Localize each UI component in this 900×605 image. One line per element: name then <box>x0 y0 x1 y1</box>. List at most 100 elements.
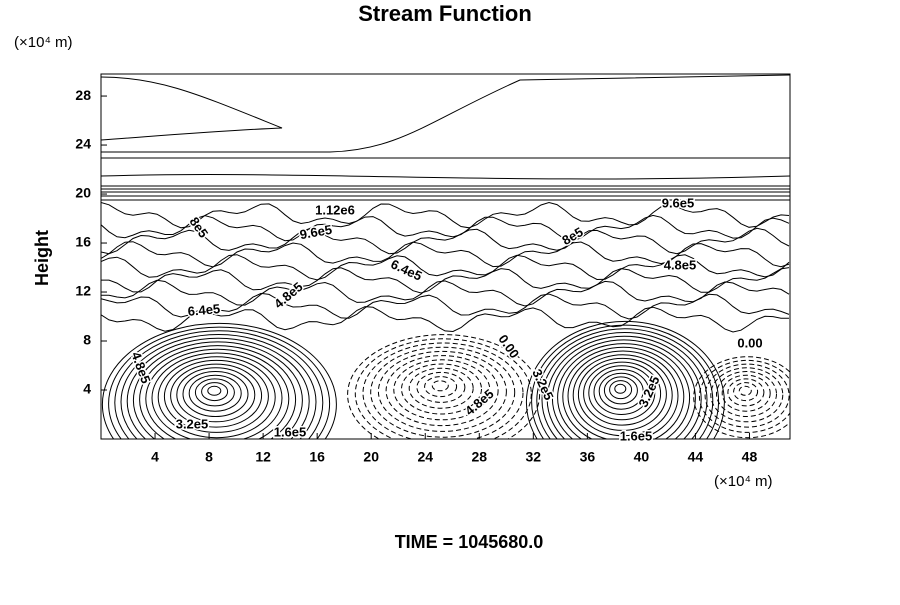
contour-line <box>188 374 242 412</box>
contour-label: 1.12e6 <box>315 202 355 217</box>
contour-line <box>108 326 331 439</box>
contour-line <box>698 359 790 433</box>
contour-line <box>176 367 256 423</box>
contour-line <box>727 378 765 407</box>
contour-line <box>170 363 263 428</box>
contour-line <box>693 356 790 439</box>
contour-line <box>593 369 650 415</box>
contour-line <box>101 227 790 255</box>
contour-line <box>377 350 507 432</box>
contour-label: 1.6e5 <box>274 424 307 439</box>
contour-line <box>145 348 290 439</box>
contour-line <box>557 343 691 439</box>
contour-line <box>101 174 790 180</box>
contour-line <box>347 334 541 439</box>
contour-line <box>525 320 725 439</box>
contour-line <box>120 334 317 439</box>
x-tick-label: 28 <box>471 449 487 465</box>
y-tick-label: 16 <box>75 234 91 250</box>
contour-line <box>101 292 790 320</box>
contour-line <box>101 306 790 333</box>
contour-lines <box>101 74 790 439</box>
contour-line <box>738 385 752 396</box>
chart-title: Stream Function <box>358 1 532 26</box>
contour-line <box>577 357 667 431</box>
x-unit-label: (×10⁴ m) <box>714 473 773 490</box>
x-tick-label: 32 <box>526 449 542 465</box>
contour-line <box>101 214 790 242</box>
x-tick-label: 16 <box>309 449 325 465</box>
contour-line <box>408 367 474 409</box>
contour-line <box>704 363 790 428</box>
contour-line <box>716 371 777 417</box>
contour-line <box>114 330 324 439</box>
contour-line <box>201 382 229 402</box>
contour-line <box>588 365 656 421</box>
x-tick-label: 4 <box>151 449 159 465</box>
x-tick-label: 20 <box>363 449 379 465</box>
contour-line <box>151 352 283 439</box>
contour-line <box>194 378 235 407</box>
contour-line <box>101 322 337 439</box>
contour-line <box>733 382 759 402</box>
y-tick-label: 12 <box>75 283 91 299</box>
contour-line <box>393 359 491 421</box>
contour-line <box>609 380 633 400</box>
contour-label: 9.6e5 <box>298 222 333 242</box>
contour-line <box>126 337 310 439</box>
y-axis-label: Height <box>32 230 52 286</box>
contour-line <box>721 374 771 412</box>
contour-line <box>101 267 790 294</box>
contour-line <box>416 371 466 403</box>
y-tick-label: 24 <box>75 136 91 152</box>
x-tick-label: 12 <box>255 449 271 465</box>
x-tick-label: 36 <box>580 449 596 465</box>
contour-line <box>385 355 499 427</box>
contour-label: 6.4e5 <box>187 301 221 319</box>
y-tick-label: 4 <box>83 381 91 397</box>
contour-line <box>207 385 222 396</box>
contour-line <box>132 341 303 439</box>
footer: TIME = 1045680.0 <box>395 532 544 552</box>
contour-label: 1.6e5 <box>620 428 653 443</box>
contour-line <box>101 279 790 307</box>
plot-frame <box>100 73 791 440</box>
x-tick-label: 40 <box>634 449 650 465</box>
contour-label: 0.00 <box>737 335 762 350</box>
y-tick-label: 8 <box>83 332 91 348</box>
y-tick-label: 20 <box>75 185 91 201</box>
contour-line <box>101 74 790 153</box>
contour-line <box>101 201 790 229</box>
contour-line <box>583 361 662 426</box>
contour-line <box>598 372 644 410</box>
contour-line <box>182 371 249 417</box>
contour-line <box>139 345 297 439</box>
contour-line <box>572 354 673 437</box>
contour-line <box>541 332 708 439</box>
contour-line <box>562 346 685 439</box>
contour-line <box>424 376 458 398</box>
y-unit-label: (×10⁴ m) <box>14 34 73 51</box>
contour-line <box>370 346 516 438</box>
y-tick-label: 28 <box>75 87 91 103</box>
x-tick-label: 48 <box>742 449 758 465</box>
contour-line <box>603 376 638 405</box>
contour-line <box>536 328 714 439</box>
contour-line <box>614 383 627 394</box>
contour-label: 9.6e5 <box>662 195 695 210</box>
contour-line <box>101 76 283 141</box>
contour-line <box>354 338 532 439</box>
contour-line <box>157 356 276 439</box>
contour-line <box>101 254 790 281</box>
contour-label: 4.8e5 <box>664 257 697 272</box>
contour-line <box>431 380 449 392</box>
contour-line <box>551 339 696 439</box>
contour-line <box>546 335 702 439</box>
contour-line <box>567 350 679 439</box>
x-tick-label: 8 <box>205 449 213 465</box>
contour-line <box>401 363 482 415</box>
contour-label: 3.2e5 <box>176 416 209 431</box>
contour-line <box>710 367 784 423</box>
